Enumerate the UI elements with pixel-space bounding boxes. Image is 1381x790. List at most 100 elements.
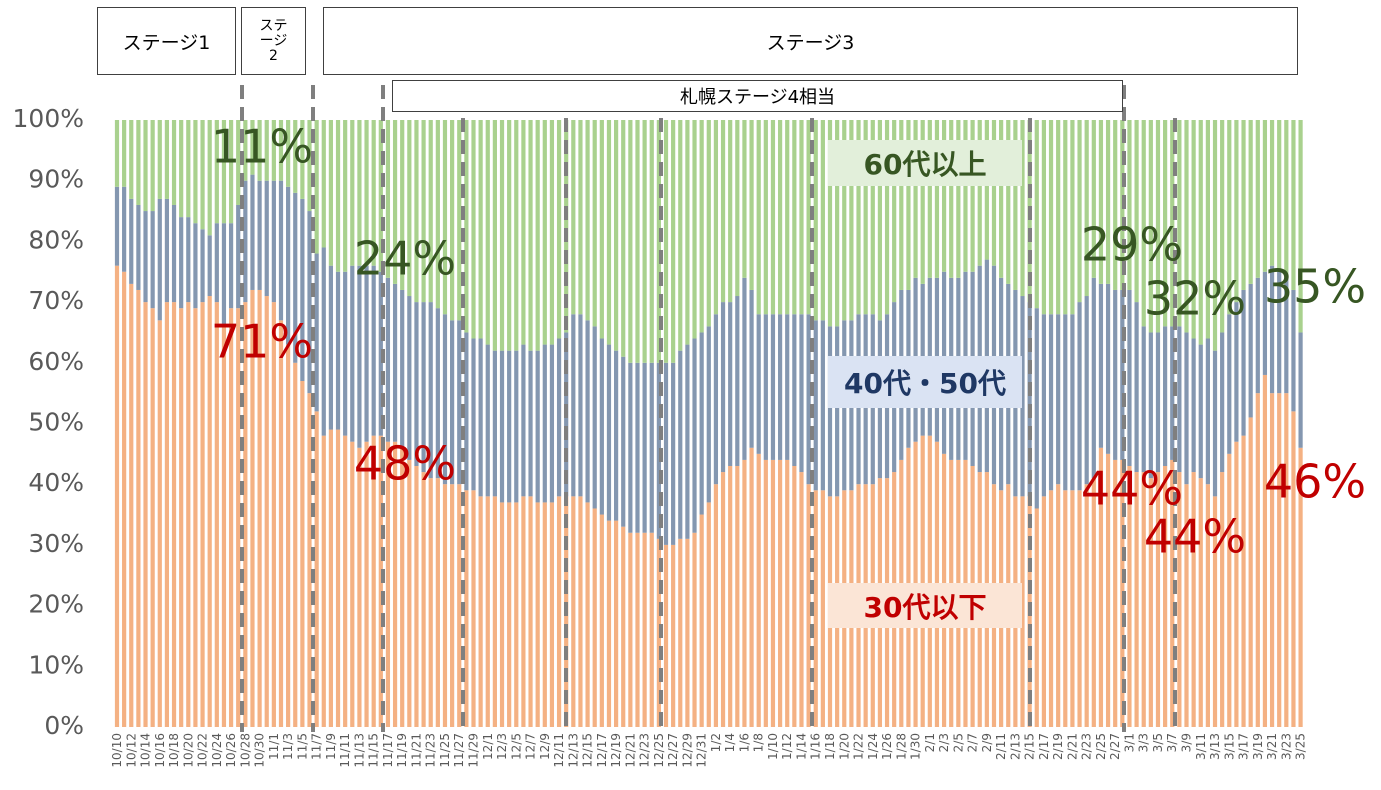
bar-segment: [171, 204, 177, 303]
bar-segment: [278, 180, 284, 321]
bar-segment: [1056, 314, 1061, 485]
bar-segment: [1113, 459, 1118, 727]
bar-segment: [1084, 484, 1089, 727]
x-tick-label: 3/15: [1222, 733, 1236, 760]
bar-segment: [328, 429, 333, 727]
x-tick-label: 11/3: [281, 733, 295, 760]
x-tick-label: 12/17: [595, 733, 609, 768]
x-tick-label: 10/22: [196, 733, 210, 768]
bar-segment: [692, 532, 697, 727]
bar-segment: [1220, 472, 1225, 727]
bar-segment: [713, 120, 719, 315]
x-tick-label: 2/23: [1080, 733, 1094, 760]
bar-segment: [407, 459, 412, 727]
bar-segment: [371, 265, 376, 436]
bar-segment: [1298, 120, 1303, 333]
bar-segment: [813, 120, 818, 321]
bar-segment: [799, 314, 804, 473]
bar-segment: [585, 502, 590, 727]
bar-segment: [193, 120, 198, 224]
bar-segment: [1277, 271, 1282, 394]
bar-segment: [250, 289, 255, 727]
bar-segment: [293, 120, 298, 193]
bar-segment: [763, 459, 768, 727]
bar-segment: [635, 532, 640, 727]
bar-segment: [1141, 326, 1146, 473]
bar-segment: [735, 465, 740, 727]
annotation: 32%: [1144, 272, 1246, 326]
bar-segment: [1105, 453, 1111, 727]
bar-segment: [200, 229, 205, 303]
x-tick-label: 3/21: [1265, 733, 1279, 760]
bar-segment: [464, 120, 469, 333]
bar-segment: [421, 302, 426, 473]
bar-segment: [1248, 120, 1253, 284]
bar-segment: [649, 362, 654, 533]
x-tick-label: 2/21: [1065, 733, 1079, 760]
bar-segment: [1127, 289, 1132, 466]
x-tick-label: 1/2: [709, 733, 723, 752]
bar-segment: [428, 302, 433, 479]
stage-box: 札幌ステージ4相当: [392, 80, 1123, 112]
bar-segment: [164, 302, 170, 727]
bar-segment: [820, 320, 825, 491]
bar-segment: [1277, 393, 1282, 727]
bar-segment: [136, 204, 141, 290]
bar-segment: [1191, 472, 1196, 727]
bar-segment: [114, 265, 120, 727]
bar-segment: [1241, 120, 1246, 290]
x-tick-label: 1/16: [809, 733, 823, 760]
bar-segment: [813, 490, 818, 727]
bar-segment: [720, 472, 726, 727]
x-tick-label: 3/5: [1151, 733, 1165, 752]
bar-segment: [856, 120, 861, 315]
bar-segment: [1191, 338, 1196, 473]
bar-segment: [742, 459, 747, 727]
bar-segment: [549, 502, 555, 727]
x-tick-label: 2/13: [1008, 733, 1022, 760]
bar-segment: [257, 120, 262, 181]
bar-segment: [556, 496, 562, 727]
bar-segment: [585, 320, 590, 503]
bar-segment: [264, 120, 269, 181]
x-tick-label: 3/7: [1165, 733, 1179, 752]
bar-segment: [1255, 120, 1260, 278]
bar-segment: [514, 120, 519, 351]
bar-segment: [1277, 120, 1282, 272]
bar-segment: [157, 320, 162, 727]
x-tick-label: 2/19: [1051, 733, 1065, 760]
x-tick-label: 1/6: [737, 733, 751, 752]
bar-segment: [514, 350, 519, 503]
bar-segment: [842, 120, 847, 321]
bar-segment: [1234, 441, 1239, 727]
bar-segment: [499, 350, 505, 503]
bar-segment: [1262, 271, 1268, 375]
bar-segment: [157, 120, 162, 199]
bar-segment: [1041, 314, 1046, 497]
bar-segment: [1048, 314, 1054, 491]
bar-segment: [1198, 478, 1203, 727]
bar-segment: [614, 520, 619, 727]
bar-segment: [1241, 435, 1246, 727]
bar-segment: [307, 211, 312, 394]
bar-segment: [400, 120, 405, 290]
bar-segment: [278, 320, 284, 727]
bar-segment: [1184, 120, 1189, 333]
bar-segment: [678, 538, 683, 727]
bar-segment: [1220, 332, 1225, 473]
bar-segment: [450, 320, 455, 485]
y-tick-label: 10%: [28, 650, 84, 679]
bar-segment: [293, 192, 298, 363]
bar-segment: [899, 120, 904, 290]
bar-segment: [1134, 472, 1139, 727]
bar-segment: [179, 217, 184, 309]
bar-segment: [642, 532, 647, 727]
bar-segment: [892, 120, 897, 303]
bar-segment: [1148, 332, 1153, 479]
bar-segment: [464, 490, 469, 727]
bar-segment: [228, 120, 234, 224]
bar-segment: [1077, 490, 1082, 727]
bar-segment: [143, 302, 148, 727]
annotation: 71%: [211, 315, 313, 369]
x-tick-label: 12/21: [623, 733, 637, 768]
